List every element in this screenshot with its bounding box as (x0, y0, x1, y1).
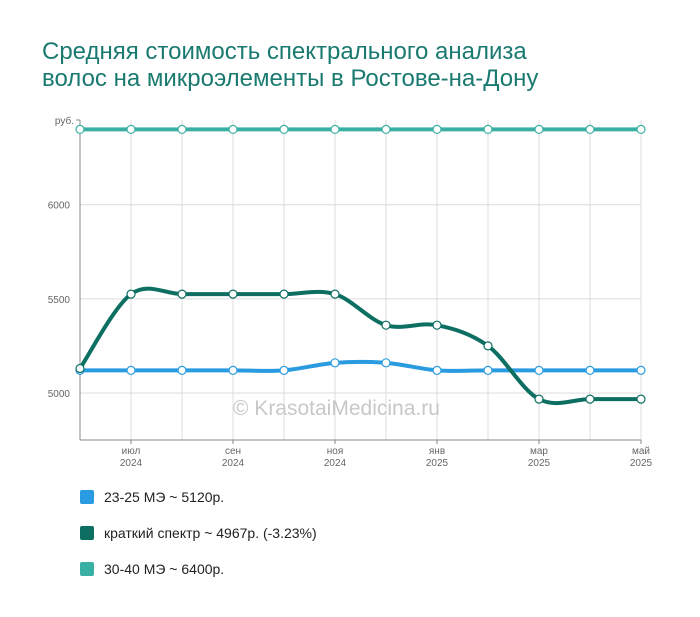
data-point (636, 365, 646, 375)
data-point (636, 124, 646, 135)
data-point (228, 289, 238, 299)
data-point (432, 365, 442, 375)
line-chart: 500055006000руб.июл2024сен2024ноя2024янв… (48, 115, 653, 469)
data-point (330, 358, 340, 368)
data-point (534, 365, 544, 375)
data-point (126, 124, 136, 135)
data-point (177, 124, 187, 135)
legend-label: 23-25 МЭ ~ 5120р. (104, 489, 225, 505)
data-point (534, 394, 544, 404)
x-tick-month-label: янв (429, 446, 445, 457)
data-point (483, 124, 493, 135)
data-point (381, 320, 391, 330)
x-tick-year-label: 2024 (120, 458, 143, 469)
data-point (279, 124, 289, 135)
data-point (381, 358, 391, 368)
series-line (78, 359, 643, 373)
data-point (585, 394, 595, 404)
data-point (585, 124, 595, 135)
legend-label: 30-40 МЭ ~ 6400р. (104, 561, 225, 577)
series-line (78, 286, 643, 406)
x-tick-month-label: июл (122, 446, 141, 457)
x-tick-year-label: 2024 (324, 458, 347, 469)
data-point (228, 365, 238, 375)
x-tick-month-label: мар (530, 446, 548, 457)
data-point (483, 341, 493, 351)
data-point (381, 124, 391, 135)
data-point (177, 289, 187, 299)
legend-label: краткий спектр ~ 4967р. (-3.23%) (104, 525, 317, 541)
chart-title-line-1: Средняя стоимость спектрального анализа (42, 38, 527, 65)
data-point (177, 365, 187, 375)
data-point (636, 394, 646, 404)
data-point (432, 320, 442, 330)
legend-swatch (80, 562, 94, 576)
x-tick-year-label: 2025 (630, 458, 653, 469)
x-tick-month-label: май (632, 446, 650, 457)
chart-title: Средняя стоимость спектрального анализа … (42, 38, 642, 92)
data-point (432, 124, 442, 135)
x-tick-year-label: 2025 (528, 458, 551, 469)
legend-swatch (80, 490, 94, 504)
data-point (330, 289, 340, 299)
x-tick-year-label: 2024 (222, 458, 245, 469)
data-point (75, 363, 85, 374)
data-point (534, 124, 544, 135)
y-tick-label: 5000 (48, 389, 71, 400)
legend-item: 23-25 МЭ ~ 5120р. (80, 488, 317, 506)
data-point (228, 124, 238, 135)
data-point (279, 365, 289, 375)
legend-swatch (80, 526, 94, 540)
legend-item: краткий спектр ~ 4967р. (-3.23%) (80, 524, 317, 542)
legend-item: 30-40 МЭ ~ 6400р. (80, 560, 317, 578)
watermark: © KrasotaiMedicina.ru (233, 397, 440, 420)
y-tick-label: 5500 (48, 295, 71, 306)
x-tick-year-label: 2025 (426, 458, 449, 469)
data-point (75, 124, 85, 135)
x-tick-month-label: сен (225, 446, 241, 457)
data-point (126, 365, 136, 375)
data-point (126, 289, 136, 299)
chart-legend: 23-25 МЭ ~ 5120р. краткий спектр ~ 4967р.… (80, 488, 317, 596)
y-unit-label: руб. (55, 115, 74, 127)
data-point (279, 289, 289, 299)
x-tick-month-label: ноя (327, 446, 344, 457)
data-point (330, 124, 340, 135)
data-point (483, 365, 493, 375)
chart-title-line-2: волос на микроэлементы в Ростове-на-Дону (42, 65, 539, 92)
y-tick-label: 6000 (48, 201, 71, 212)
data-point (585, 365, 595, 375)
